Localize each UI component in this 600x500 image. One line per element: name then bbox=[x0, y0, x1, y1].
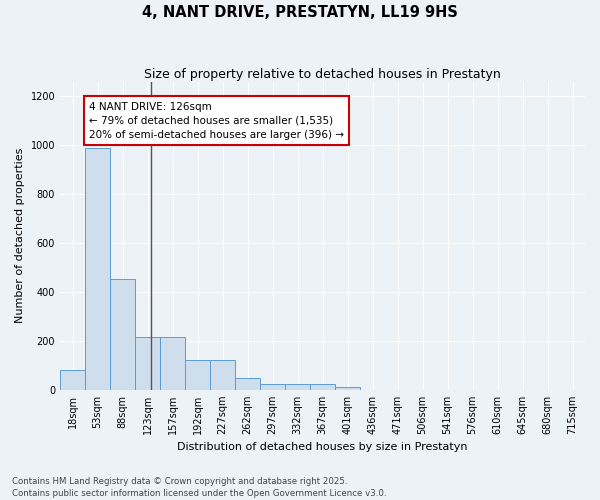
Text: Contains HM Land Registry data © Crown copyright and database right 2025.
Contai: Contains HM Land Registry data © Crown c… bbox=[12, 476, 386, 498]
Bar bbox=[135, 337, 160, 390]
Bar bbox=[60, 370, 85, 390]
Bar bbox=[85, 148, 110, 390]
Bar bbox=[310, 384, 335, 390]
Y-axis label: Number of detached properties: Number of detached properties bbox=[15, 148, 25, 324]
X-axis label: Distribution of detached houses by size in Prestatyn: Distribution of detached houses by size … bbox=[177, 442, 468, 452]
Bar bbox=[210, 360, 235, 390]
Bar bbox=[285, 384, 310, 390]
Text: 4 NANT DRIVE: 126sqm
← 79% of detached houses are smaller (1,535)
20% of semi-de: 4 NANT DRIVE: 126sqm ← 79% of detached h… bbox=[89, 102, 344, 140]
Bar bbox=[335, 388, 360, 390]
Bar bbox=[235, 378, 260, 390]
Bar bbox=[260, 384, 285, 390]
Bar bbox=[160, 337, 185, 390]
Bar bbox=[185, 360, 210, 390]
Title: Size of property relative to detached houses in Prestatyn: Size of property relative to detached ho… bbox=[144, 68, 501, 80]
Bar bbox=[110, 278, 135, 390]
Text: 4, NANT DRIVE, PRESTATYN, LL19 9HS: 4, NANT DRIVE, PRESTATYN, LL19 9HS bbox=[142, 5, 458, 20]
